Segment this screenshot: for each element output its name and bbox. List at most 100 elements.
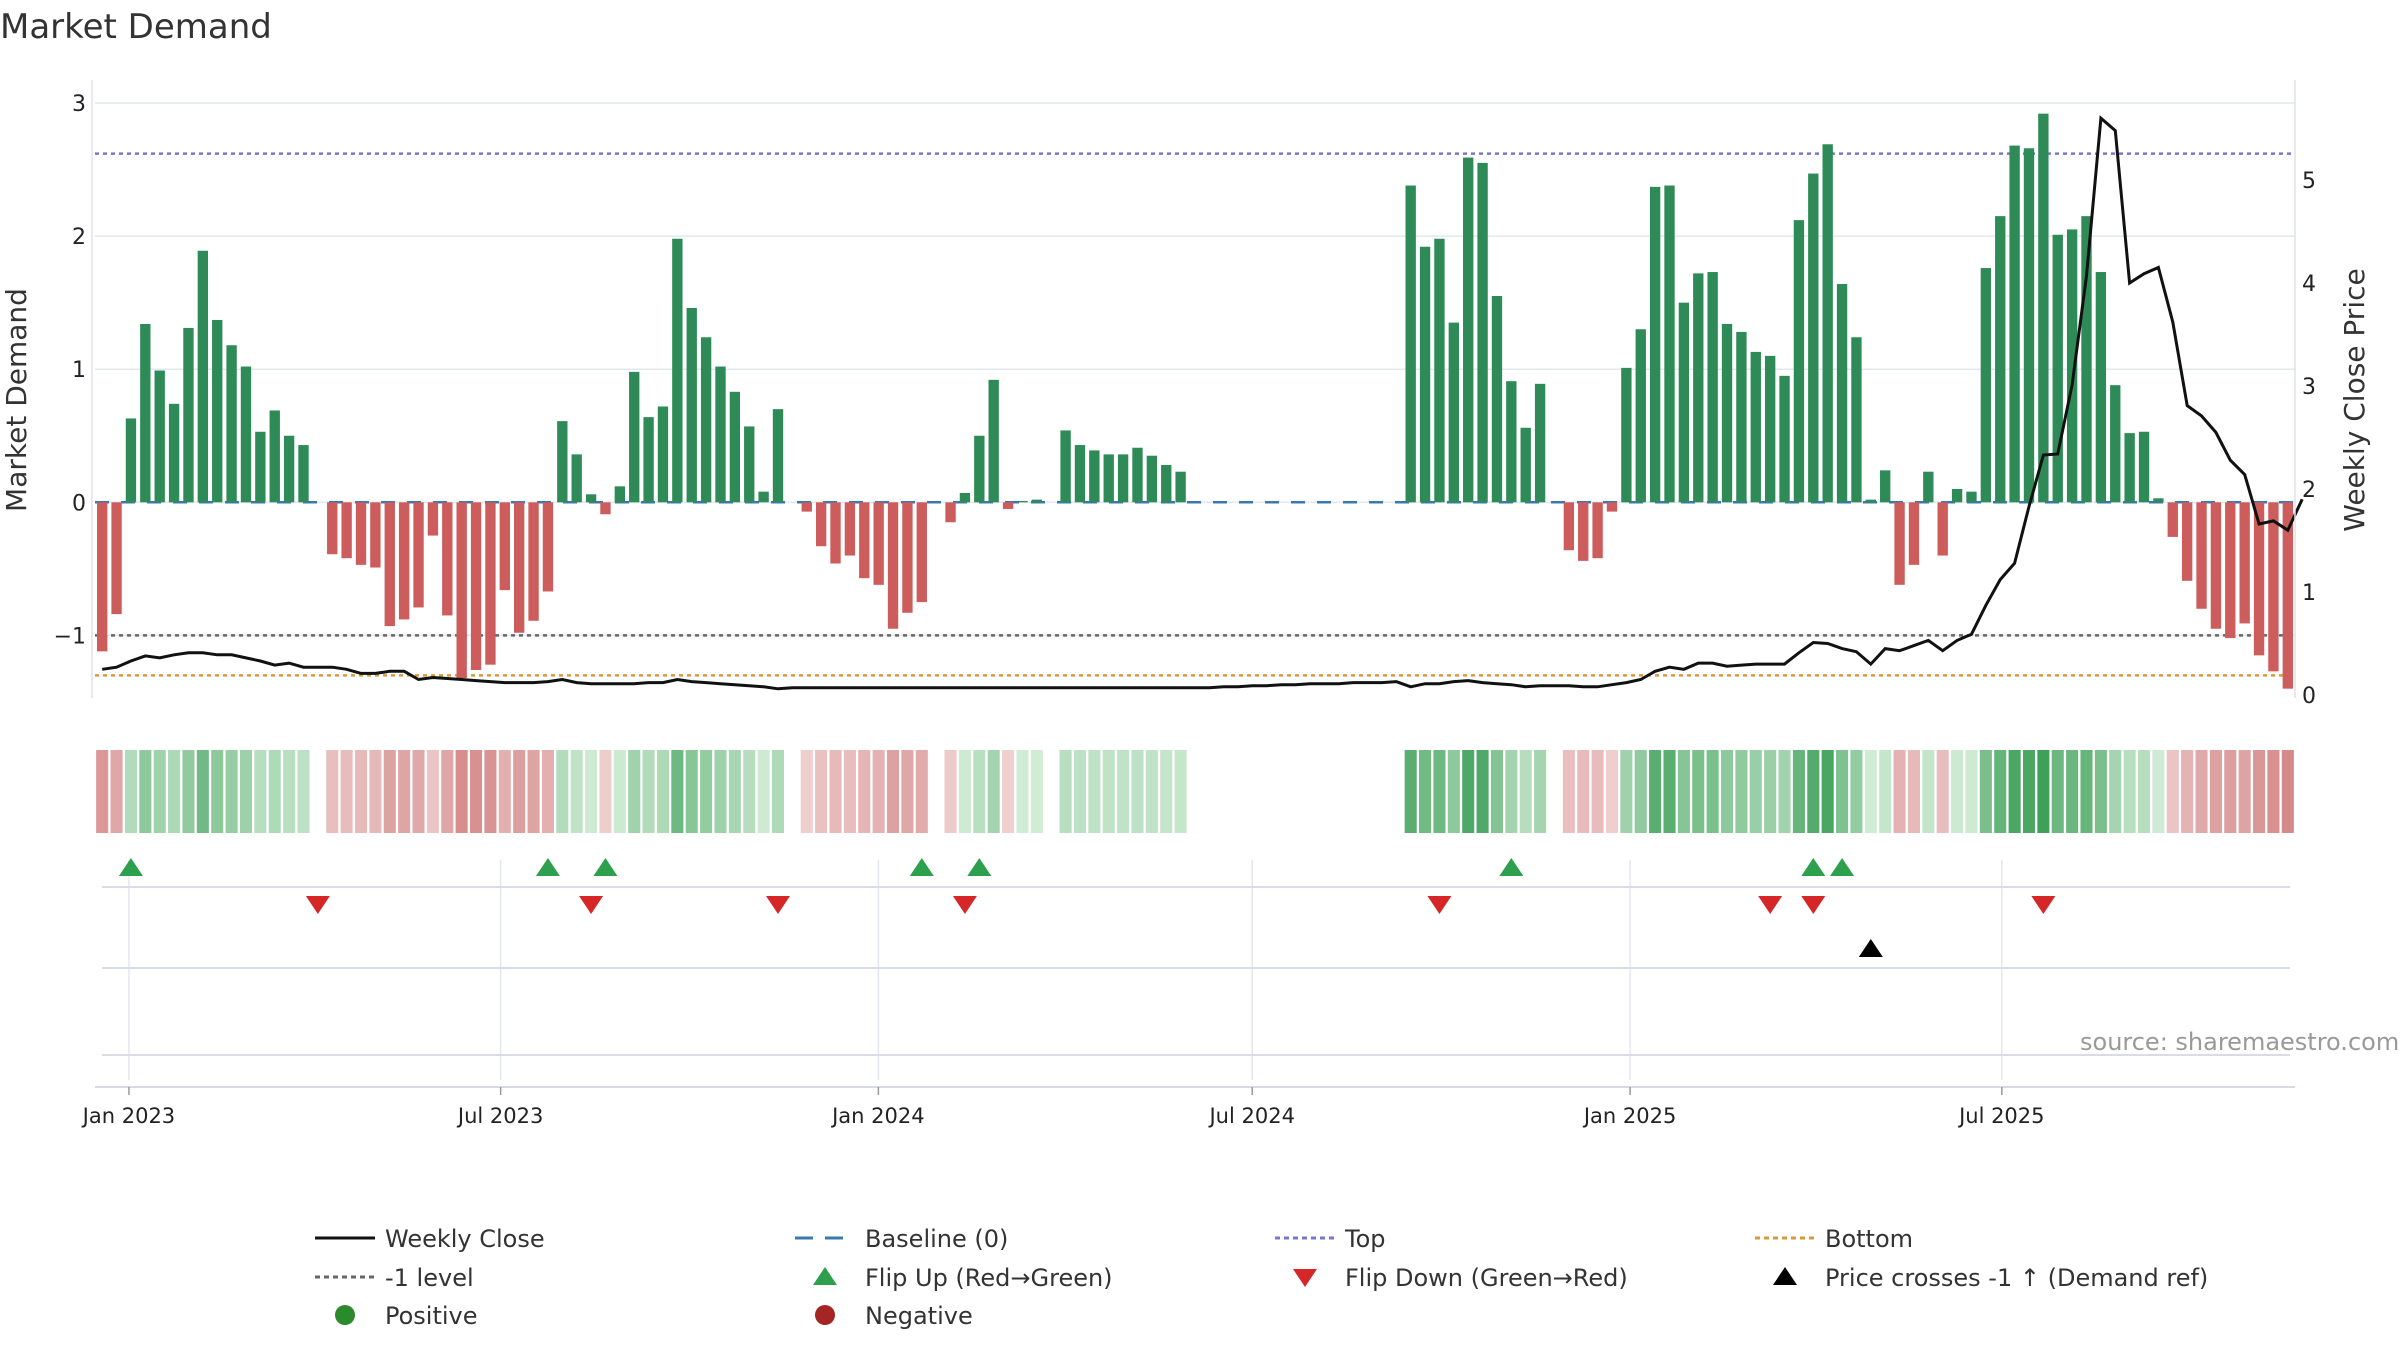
demand-bar (1678, 302, 1690, 503)
flip-down-marker (766, 896, 791, 914)
y2-tick-label: 5 (2302, 169, 2316, 194)
heat-cell (642, 750, 655, 833)
heat-cell (196, 750, 209, 833)
heat-cell (340, 750, 353, 833)
heat-cell (1145, 750, 1158, 833)
heat-cell (1117, 750, 1130, 833)
weekly-close-line (101, 115, 2304, 691)
date-tick-label: Jul 2024 (1207, 1104, 1294, 1128)
legend-label: Weekly Close (385, 1225, 545, 1253)
demand-bar (700, 337, 712, 503)
legend-circle-symbol (815, 1305, 835, 1325)
heat-cell (354, 750, 368, 833)
heat-cell (1059, 750, 1072, 833)
date-tick-label: Jan 2025 (1582, 1104, 1677, 1128)
heat-cell (498, 750, 511, 833)
heat-cell (2195, 750, 2208, 833)
heat-cell (757, 750, 770, 833)
legend-label: -1 level (385, 1264, 474, 1292)
demand-bar (629, 371, 640, 503)
heat-cell (383, 750, 396, 833)
heat-cell (527, 750, 540, 833)
demand-bar (212, 319, 223, 503)
demand-bar (988, 379, 999, 503)
demand-bar (1649, 186, 1661, 503)
demand-bar (298, 445, 309, 503)
demand-bar (111, 502, 122, 615)
heat-cell (1634, 750, 1647, 833)
demand-bar (1764, 355, 1776, 503)
heat-cell (887, 750, 900, 833)
demand-bar (283, 435, 295, 503)
heat-cell (1447, 750, 1460, 833)
demand-bar (873, 502, 884, 585)
demand-bar (2023, 148, 2035, 503)
heat-cell (570, 750, 583, 833)
heat-cell (1620, 750, 1633, 833)
demand-bar (571, 454, 582, 503)
legend-label: Negative (865, 1302, 973, 1330)
heat-cell (1519, 750, 1532, 833)
legend-triangle-up-symbol (813, 1267, 837, 1285)
heat-cell (1131, 750, 1144, 833)
demand-bar (470, 502, 482, 671)
heat-cell (1893, 750, 1906, 833)
demand-bar (499, 502, 510, 591)
demand-bar (1031, 499, 1043, 503)
heat-cell (1836, 750, 1849, 833)
heat-cell (2238, 750, 2251, 833)
source-note: source: sharemaestro.com (2080, 1028, 2399, 1056)
demand-bar (1578, 502, 1589, 561)
flip-up-marker (593, 858, 618, 876)
heat-cell (2152, 750, 2165, 833)
heat-cell (1419, 750, 1432, 833)
heat-cell (628, 750, 641, 833)
flip-up-marker (1801, 858, 1826, 876)
flip-down-marker (1801, 896, 1826, 914)
heat-cell (714, 750, 727, 833)
y2-axis-title: Weekly Close Price (2338, 268, 2371, 531)
legend-circle-symbol (335, 1305, 355, 1325)
demand-bar (1060, 430, 1071, 503)
demand-bar (2066, 229, 2078, 503)
heat-cell (2066, 750, 2079, 833)
demand-bar (2138, 431, 2150, 503)
heat-cell (2209, 750, 2222, 833)
heat-cell (1505, 750, 1518, 833)
heat-cell (182, 750, 195, 833)
flip-up-marker (535, 858, 560, 876)
demand-bar (1923, 471, 1934, 503)
reference-lines (95, 152, 2295, 677)
legend-triangle-up-symbol (1773, 1267, 1797, 1285)
demand-bar (1563, 502, 1575, 551)
demand-bar (1477, 162, 1488, 503)
heat-cell (1016, 750, 1029, 833)
demand-bar (887, 502, 899, 629)
heat-cell (1965, 750, 1978, 833)
demand-bar (255, 431, 266, 503)
demand-bar (1995, 216, 2006, 503)
heat-cell (326, 750, 339, 833)
heat-cell (1864, 750, 1877, 833)
demand-bar (2210, 502, 2222, 629)
heat-cell (1879, 750, 1892, 833)
heat-cell (829, 750, 842, 833)
flip-down-marker (1427, 896, 1452, 914)
heat-cell (1476, 750, 1489, 833)
demand-bar (643, 417, 654, 503)
demand-bar (902, 502, 913, 613)
heat-cell (153, 750, 166, 833)
demand-bar (485, 502, 496, 665)
date-tick-label: Jan 2023 (81, 1104, 176, 1128)
demand-bar (1606, 502, 1618, 512)
demand-bar (2009, 145, 2020, 503)
demand-bar (1908, 502, 1920, 565)
heat-cell (2224, 750, 2237, 833)
heat-cell (1951, 750, 1964, 833)
legend-label: Positive (385, 1302, 478, 1330)
heat-cell (1577, 750, 1590, 833)
heat-cell (1922, 750, 1935, 833)
flip-up-marker (909, 858, 934, 876)
demand-bar (1851, 337, 1862, 503)
